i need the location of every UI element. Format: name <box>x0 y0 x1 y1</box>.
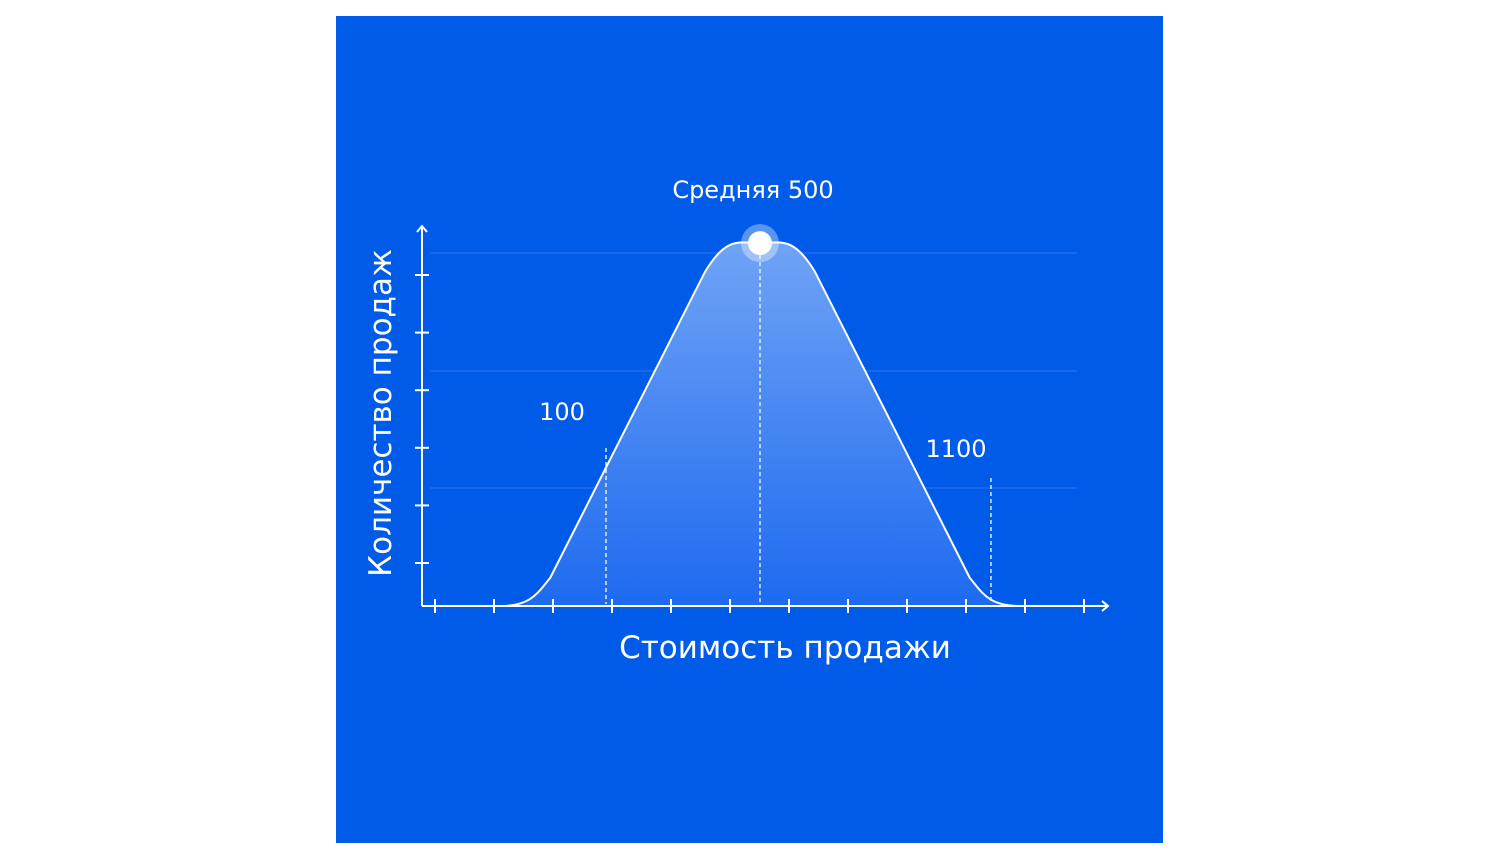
annotation-label: 100 <box>539 398 585 426</box>
annotation-label: 1100 <box>925 435 986 463</box>
annotation-label: Средняя 500 <box>672 176 833 204</box>
peak-marker-dot <box>747 231 772 256</box>
x-axis-label: Стоимость продажи <box>619 630 951 666</box>
x-axis-arrow-icon <box>1101 600 1110 612</box>
chart-panel: 100 Средняя 500 1100 Стоимость продажи Кол… <box>336 16 1163 843</box>
y-axis-label: Количество продаж <box>363 249 399 577</box>
y-axis-arrow-icon <box>416 224 428 233</box>
sales-distribution-chart: 100 Средняя 500 1100 Стоимость продажи Кол… <box>336 16 1163 843</box>
